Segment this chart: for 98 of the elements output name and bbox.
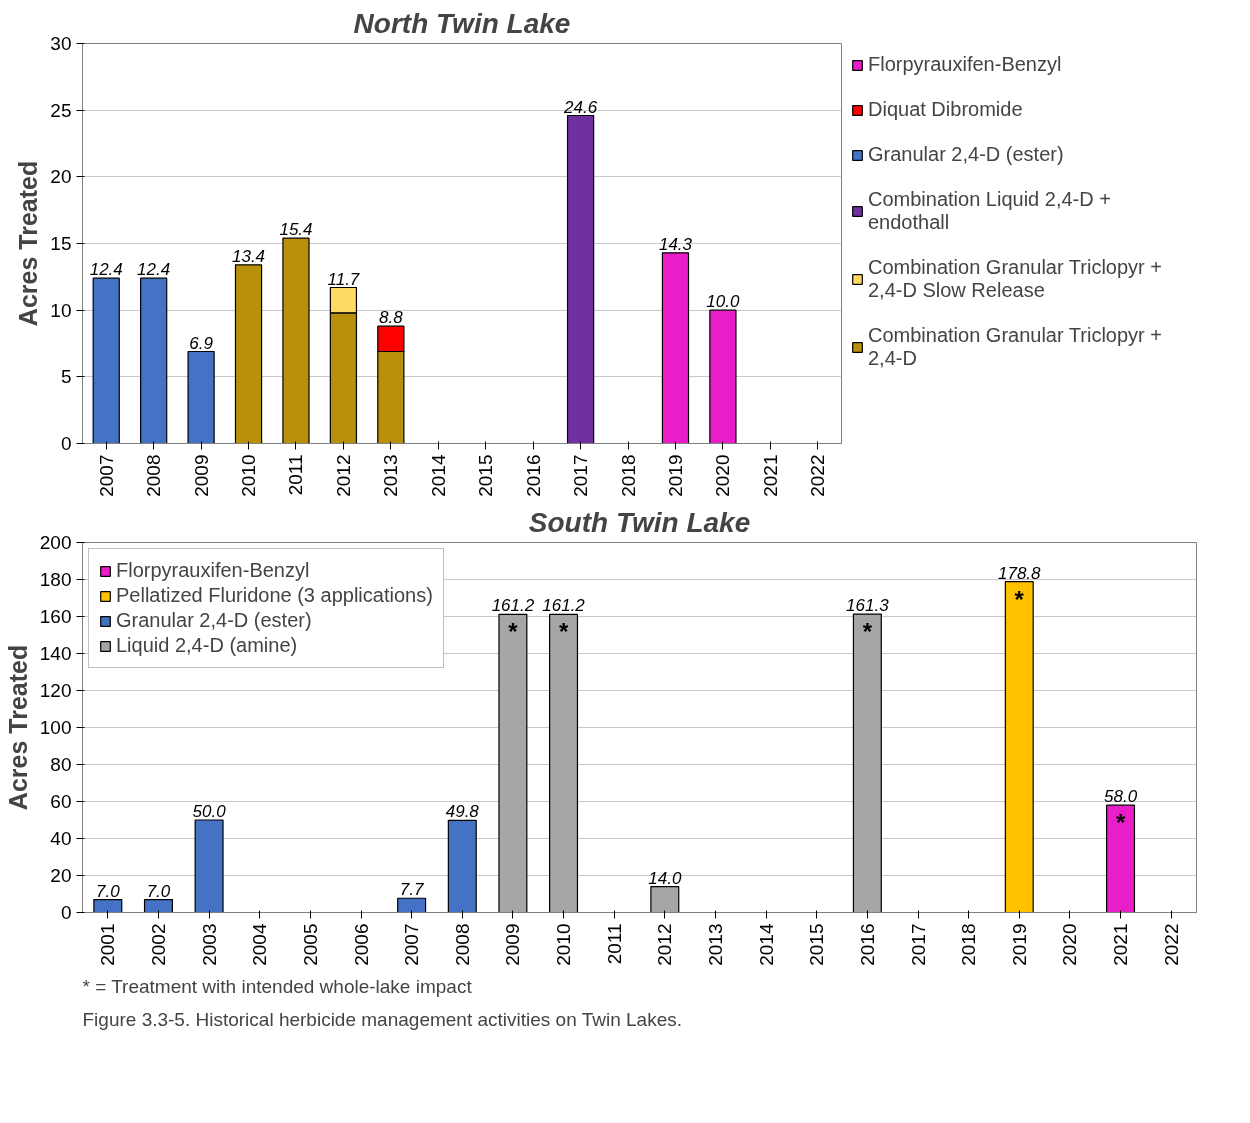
annotation: * — [1014, 585, 1025, 613]
y-tick-label: 200 — [39, 532, 72, 553]
x-tick-label: 2005 — [299, 923, 321, 966]
legend-label: Florpyrauxifen-Benzyl — [868, 53, 1063, 76]
y-tick-label: 100 — [39, 717, 72, 738]
total-label: 13.4 — [231, 246, 266, 266]
legend-label: Combination Liquid 2,4-D + endothall — [868, 188, 1112, 234]
x-tick-label: 2019 — [1008, 923, 1030, 966]
y-tick-label: 80 — [50, 754, 72, 775]
x-tick-label: 2014 — [755, 923, 777, 966]
x-tick-label: 2004 — [249, 923, 271, 966]
x-tick-label: 2011 — [285, 454, 307, 496]
y-tick-label: 20 — [50, 166, 72, 188]
annotation: * — [1115, 809, 1126, 837]
x-tick-label: 2015 — [806, 923, 828, 966]
x-tick-label: 2001 — [97, 923, 119, 966]
chart-title: North Twin Lake — [353, 7, 571, 39]
total-label: 14.0 — [648, 868, 682, 888]
x-tick-label: 2013 — [704, 923, 726, 966]
y-tick-label: 60 — [50, 791, 72, 812]
total-label: 178.8 — [998, 563, 1042, 583]
y-tick-label: 10 — [50, 299, 72, 321]
x-tick-label: 2021 — [1110, 923, 1132, 966]
x-tick-label: 2013 — [380, 454, 402, 497]
total-label: 161.2 — [542, 596, 586, 616]
x-tick-label: 2020 — [712, 454, 734, 497]
x-tick-label: 2002 — [147, 923, 169, 966]
y-tick-label: 40 — [50, 828, 72, 849]
x-tick-label: 2014 — [427, 454, 449, 497]
x-tick-label: 2019 — [664, 454, 686, 497]
y-tick-label: 5 — [60, 366, 72, 388]
annotation: * — [508, 618, 519, 646]
x-tick-label: 2008 — [451, 923, 473, 966]
annotation: * — [558, 618, 569, 646]
y-tick-label: 15 — [50, 233, 72, 254]
x-tick-label: 2016 — [856, 923, 878, 966]
y-axis-title: Acres Treated — [14, 160, 43, 327]
x-tick-label: 2011 — [603, 923, 625, 965]
total-label: 161.3 — [846, 596, 890, 616]
y-tick-label: 180 — [39, 569, 72, 590]
total-label: 161.2 — [491, 596, 535, 616]
chart-title: South Twin Lake — [528, 506, 751, 538]
legend-label: Florpyrauxifen-Benzyl — [116, 559, 310, 582]
total-label: 58.0 — [1104, 787, 1138, 807]
legend-label: Diquat Dibromide — [868, 98, 1024, 121]
y-tick-label: 30 — [50, 33, 72, 54]
y-tick-label: 120 — [39, 680, 72, 701]
x-tick-label: 2007 — [95, 454, 117, 497]
y-tick-label: 140 — [39, 643, 72, 664]
total-label: 50.0 — [192, 802, 227, 821]
caption: Figure 3.3-5. Historical herbicide management activities on Twin Lakes. — [82, 1008, 682, 1030]
x-tick-label: 2010 — [238, 454, 260, 497]
x-tick-label: 2012 — [332, 454, 354, 497]
y-tick-label: 0 — [60, 902, 72, 923]
annotation: * — [862, 618, 873, 646]
total-label: 7.0 — [96, 881, 121, 901]
total-label: 6.9 — [189, 333, 214, 353]
total-label: 12.4 — [89, 260, 123, 280]
total-label: 49.8 — [445, 802, 480, 822]
text: * = Treatment with intended whole-lake impact — [82, 975, 473, 997]
total-label: 11.7 — [327, 269, 360, 289]
legend-label: Granular 2,4-D (ester) — [116, 609, 312, 632]
x-tick-label: 2018 — [958, 923, 980, 966]
total-label: 12.4 — [137, 260, 171, 280]
x-tick-label: 2017 — [907, 923, 929, 966]
x-tick-label: 2007 — [401, 923, 423, 966]
legend-label: Pellatized Fluridone (3 applications) — [116, 584, 433, 607]
y-tick-label: 0 — [60, 433, 72, 454]
x-tick-label: 2020 — [1059, 923, 1081, 966]
x-tick-label: 2017 — [570, 454, 592, 497]
y-tick-label: 25 — [50, 99, 72, 121]
legend-label: Granular 2,4-D (ester) — [868, 143, 1065, 166]
x-tick-label: 2009 — [190, 454, 212, 497]
total-label: 14.3 — [658, 234, 693, 254]
legend-label: Combination Granular Triclopyr + 2,4-D — [868, 324, 1163, 370]
total-label: 24.6 — [563, 97, 598, 117]
total-label: 15.4 — [279, 220, 313, 240]
total-label: 8.8 — [379, 308, 404, 328]
legend-label: Liquid 2,4-D (amine) — [116, 634, 298, 657]
legend-label: Combination Granular Triclopyr + 2,4-D Slow Release — [868, 256, 1163, 302]
x-tick-label: 2003 — [198, 923, 220, 966]
x-tick-label: 2012 — [654, 923, 676, 966]
total-label: 7.0 — [146, 881, 171, 901]
x-tick-label: 2010 — [553, 923, 575, 966]
y-tick-label: 20 — [50, 865, 72, 886]
total-label: 7.7 — [399, 880, 424, 900]
total-label: 10.0 — [706, 292, 740, 312]
x-tick-label: 2021 — [759, 454, 781, 497]
y-tick-label: 160 — [39, 606, 72, 627]
x-tick-label: 2022 — [1160, 923, 1182, 966]
y-axis-title: Acres Treated — [3, 644, 32, 811]
x-tick-label: 2018 — [617, 454, 639, 497]
x-tick-label: 2008 — [143, 454, 165, 497]
x-tick-label: 2022 — [807, 454, 829, 497]
x-tick-label: 2015 — [475, 454, 497, 497]
x-tick-label: 2009 — [502, 923, 524, 966]
x-tick-label: 2016 — [522, 454, 544, 497]
x-tick-label: 2006 — [350, 923, 372, 966]
